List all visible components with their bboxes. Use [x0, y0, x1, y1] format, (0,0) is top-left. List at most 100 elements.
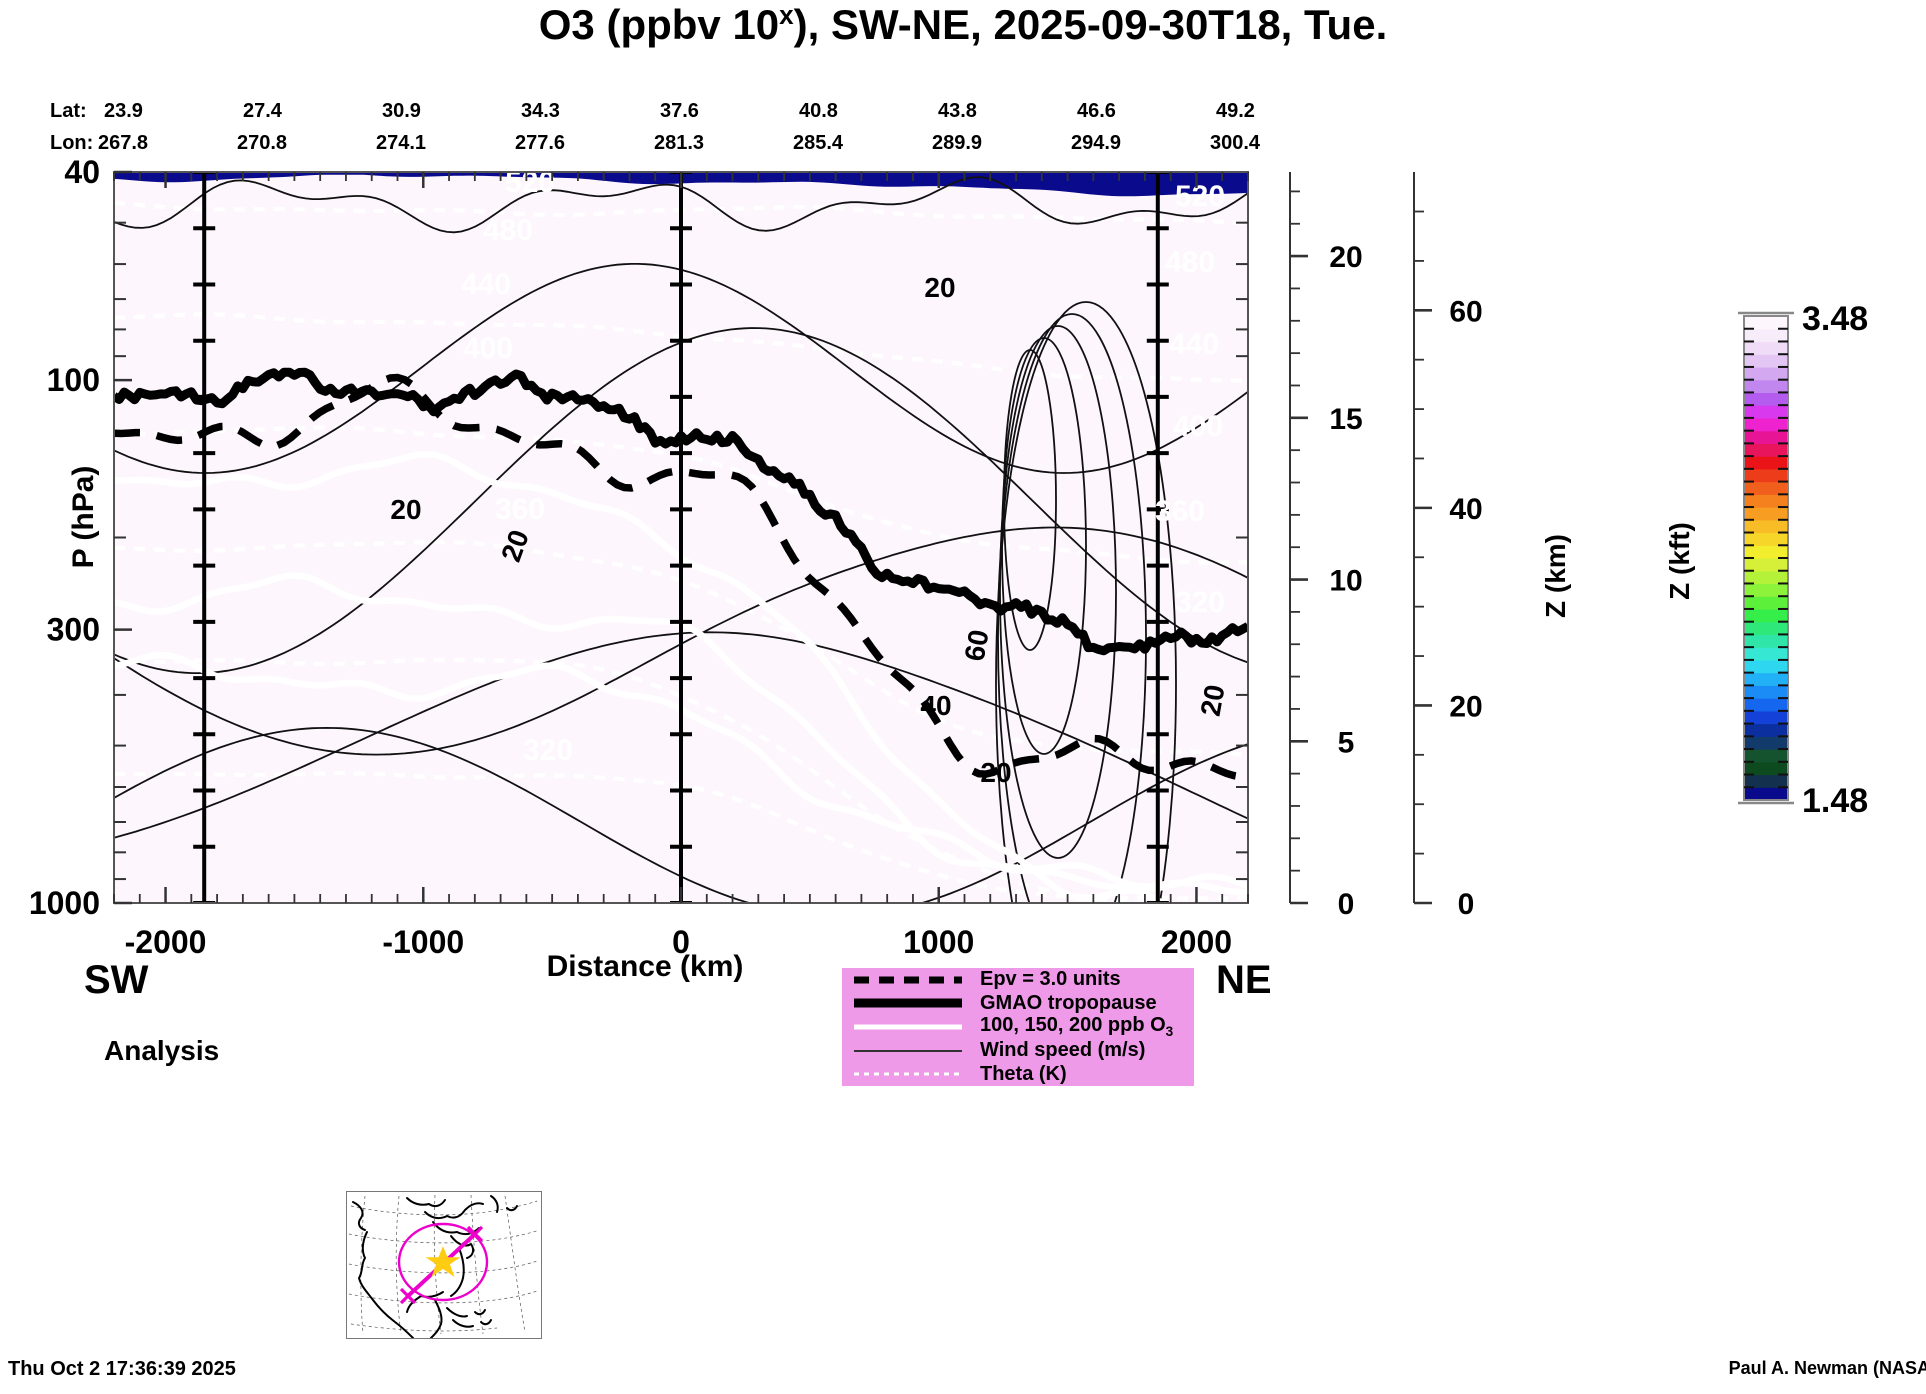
x-tick-label-0: -2000	[125, 924, 207, 960]
colorbar-band-36	[1744, 328, 1788, 343]
lat-tick-8: 49.2	[1216, 100, 1255, 122]
colorbar-band-34	[1744, 354, 1788, 368]
lon-tick-3: 277.6	[515, 132, 566, 154]
colorbar-band-11	[1744, 647, 1788, 661]
legend-row-theta: Theta (K)	[842, 1062, 1194, 1086]
lon-tick-2: 274.1	[376, 132, 427, 154]
colorbar-band-30	[1744, 405, 1788, 419]
lon-tick-5: 285.4	[793, 132, 844, 154]
z-kft-label-0: 0	[1458, 888, 1475, 921]
theta-label-320: 320	[523, 734, 573, 767]
colorbar-band-13	[1744, 621, 1788, 636]
z-km-label-4: 20	[1329, 241, 1362, 274]
x-tick-label-2: 0	[672, 924, 690, 960]
theta-label-400: 400	[463, 332, 513, 365]
theta-label-480: 480	[483, 214, 533, 247]
lat-tick-7: 46.6	[1077, 100, 1116, 122]
wind-label-60: 60	[959, 627, 995, 663]
title-main: O3 (ppbv 10	[538, 1, 780, 48]
z-km-label-0: 0	[1338, 888, 1355, 921]
longitude-row: Lon: 267.8 270.8 274.1 277.6 281.3 285.4 289.9 2…	[50, 132, 1260, 155]
jet-core-contour-4	[995, 301, 1177, 903]
colorbar-band-3	[1744, 749, 1788, 763]
colorbar-band-29	[1744, 417, 1788, 432]
legend-symbol-ozone	[842, 1017, 974, 1037]
theta-label-480b: 480	[1165, 246, 1215, 279]
colorbar-band-20	[1744, 532, 1788, 546]
colorbar-band-9	[1744, 672, 1788, 686]
legend-ozone-subscript: 3	[1165, 1024, 1174, 1040]
y-tick-label-3: 1000	[29, 885, 100, 921]
y-tick-label-0: 40	[64, 154, 100, 190]
lon-tick-6: 289.9	[932, 132, 983, 154]
colorbar-band-22	[1744, 507, 1788, 521]
theta-label-440: 440	[461, 268, 511, 301]
legend-symbol-epv	[842, 970, 974, 990]
colorbar-band-19	[1744, 545, 1788, 559]
z-km-label-1: 5	[1338, 726, 1355, 759]
lat-row-label: Lat:	[50, 100, 87, 122]
colorbar-band-31	[1744, 392, 1788, 406]
lon-tick-4: 281.3	[654, 132, 705, 154]
y-tick-label-1: 100	[47, 362, 100, 398]
coastlines	[352, 1195, 518, 1338]
z-km-label-3: 15	[1329, 403, 1362, 436]
wind-label-20d: 20	[980, 757, 1011, 788]
lat-tick-0: 23.9	[104, 100, 143, 122]
colorbar-max-label: 3.48	[1802, 300, 1868, 338]
legend-symbol-tropopause	[842, 993, 974, 1013]
colorbar-band-6	[1744, 710, 1788, 725]
theta-label-520: 520	[505, 166, 555, 199]
legend-symbol-theta	[842, 1064, 974, 1084]
z-kft-label-2: 40	[1449, 493, 1482, 526]
z-kft-label-1: 20	[1449, 690, 1482, 723]
colorbar-band-14	[1744, 608, 1788, 623]
legend-row-epv: Epv = 3.0 units	[842, 968, 1194, 992]
x-tick-label-4: 2000	[1161, 924, 1232, 960]
z-km-label-2: 10	[1329, 565, 1362, 598]
legend-row-wind: Wind speed (m/s)	[842, 1039, 1194, 1063]
colorbar-band-10	[1744, 659, 1788, 674]
legend-row-tropopause: GMAO tropopause	[842, 992, 1194, 1016]
colorbar-band-27	[1744, 443, 1788, 457]
colorbar-band-15	[1744, 596, 1788, 610]
colorbar-band-0	[1744, 787, 1788, 801]
jet-core-contour-2	[999, 325, 1117, 859]
colorbar-band-2	[1744, 761, 1788, 776]
legend-label-theta: Theta (K)	[980, 1062, 1067, 1085]
colorbar-band-33	[1744, 366, 1788, 381]
theta-label-440b: 440	[1169, 328, 1219, 361]
colorbar-band-1	[1744, 774, 1788, 788]
lon-tick-0: 267.8	[98, 132, 149, 154]
inset-location-map	[346, 1191, 542, 1339]
theta-label-360: 360	[495, 493, 545, 526]
lat-tick-6: 43.8	[938, 100, 977, 122]
center-star-icon	[425, 1245, 461, 1277]
theta-label-520b: 520	[1175, 180, 1225, 213]
lat-tick-2: 30.9	[382, 100, 421, 122]
colorbar-band-4	[1744, 736, 1788, 750]
lat-tick-1: 27.4	[243, 100, 282, 122]
page-title: O3 (ppbv 10x), SW-NE, 2025-09-30T18, Tue…	[0, 0, 1926, 49]
sw-endpoint-label: SW	[84, 958, 149, 1002]
colorbar-band-8	[1744, 685, 1788, 699]
y-tick-label-2: 300	[47, 612, 100, 648]
colorbar-band-21	[1744, 519, 1788, 534]
colorbar-band-35	[1744, 341, 1788, 355]
colorbar-band-28	[1744, 430, 1788, 444]
colorbar-band-5	[1744, 723, 1788, 737]
legend-label-epv: Epv = 3.0 units	[980, 968, 1121, 991]
transect-endpoint-x	[399, 1225, 484, 1305]
latitude-row: Lat: 23.9 27.4 30.9 34.3 37.6 40.8 43.8 46.6 49.2	[50, 100, 1255, 123]
colorbar-band-17	[1744, 570, 1788, 585]
title-rest: ), SW-NE, 2025-09-30T18, Tue.	[793, 1, 1388, 48]
legend-label-tropopause: GMAO tropopause	[980, 991, 1157, 1014]
colorbar-band-32	[1744, 379, 1788, 394]
lat-tick-3: 34.3	[521, 100, 560, 122]
colorbar-band-18	[1744, 558, 1788, 572]
lon-tick-1: 270.8	[237, 132, 288, 154]
x-tick-label-3: 1000	[903, 924, 974, 960]
lat-tick-5: 40.8	[799, 100, 838, 122]
colorbar-min-label: 1.48	[1802, 782, 1868, 820]
